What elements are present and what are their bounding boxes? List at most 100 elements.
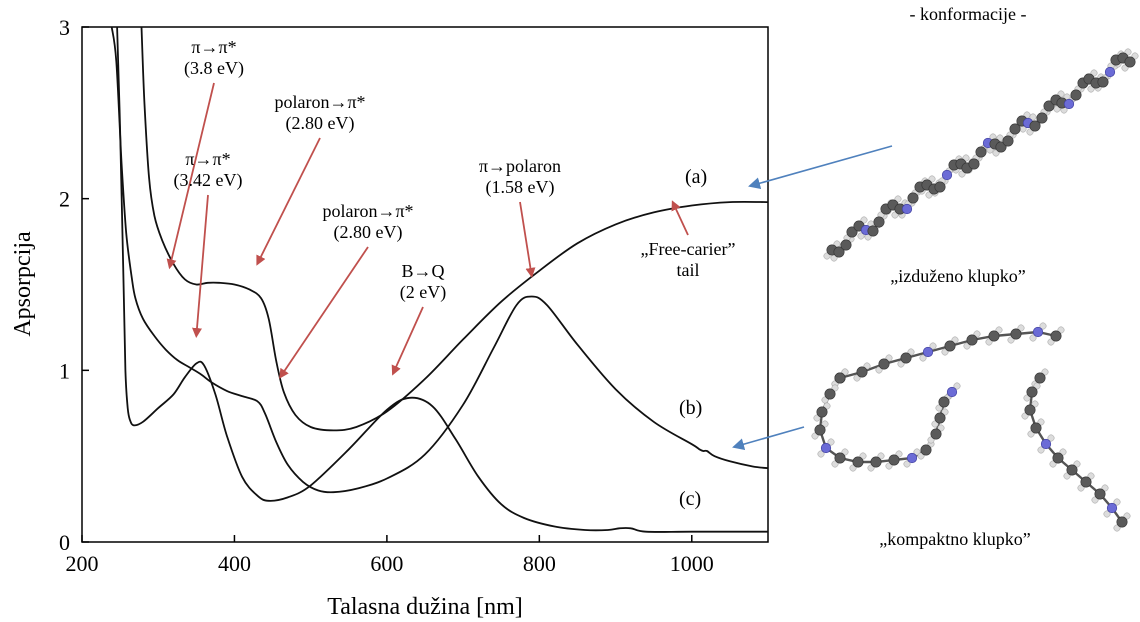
carbon-atom [995,141,1007,153]
carbon-atom [930,428,942,440]
compact-coil-molecule [811,322,1131,532]
nitrogen-atom [1104,66,1116,78]
carbon-atom [1010,328,1022,340]
carbon-atom [873,216,885,228]
hydrogen-atom [811,432,819,440]
carbon-atom [1026,386,1038,398]
x-tick-label: 1000 [670,551,714,576]
hydrogen-atom [1124,48,1132,56]
hydrogen-atom [963,342,971,350]
nitrogen-atom [820,442,832,454]
carbon-atom [1066,464,1078,476]
annotation-arrow [279,246,369,379]
carbon-atom [975,146,987,158]
hydrogen-atom [1087,472,1095,480]
y-tick-label: 0 [59,530,70,555]
annotation-title: B→Q [401,261,444,281]
hydrogen-atom [1063,472,1071,480]
carbon-atom [1050,330,1062,342]
extended-coil-label: „izduženo klupko” [890,266,1025,286]
hydrogen-atom [1029,334,1037,342]
carbon-atom [988,330,1000,342]
carbon-atom [1036,112,1048,124]
hydrogen-atom [817,450,825,458]
hydrogen-atom [827,438,835,446]
carbon-atom [888,454,900,466]
annotation-arrow [166,82,215,270]
hydrogen-atom [1026,128,1034,136]
hydrogen-atom [1090,69,1098,77]
hydrogen-atom [894,195,902,203]
hydrogen-atom [867,464,875,472]
extended-coil-molecule [823,48,1139,262]
carbon-atom [814,424,826,436]
hydrogen-atom [813,414,821,422]
hydrogen-atom [841,448,849,456]
nitrogen-atom [946,386,958,398]
carbon-atom [920,444,932,456]
annotation-title: π→polaron [479,156,561,176]
annotation-arrow [256,137,321,266]
hydrogen-atom [941,408,949,416]
hydrogen-atom [937,424,945,432]
x-tick-label: 400 [218,551,251,576]
nitrogen-atom [922,346,934,358]
hydrogen-atom [1057,90,1065,98]
hydrogen-atom [1131,52,1139,60]
hydrogen-atom [985,338,993,346]
nitrogen-atom [1040,438,1052,450]
hydrogen-atom [1031,400,1039,408]
hydrogen-atom [897,360,905,368]
polymer-backbone [818,377,953,464]
hydrogen-atom [951,336,959,344]
hydrogen-atom [941,348,949,356]
carbon-atom [824,388,836,400]
hydrogen-atom [973,330,981,338]
hydrogen-atom [859,452,867,460]
carbon-atom [867,225,879,237]
annotation-energy: (1.58 eV) [486,177,555,198]
hydrogen-atom [823,402,831,410]
carbon-atom [1052,452,1064,464]
nitrogen-atom [906,452,918,464]
hydrogen-atom [1057,326,1065,334]
carbon-atom [846,226,858,238]
plot-frame [81,26,769,543]
hydrogen-atom [841,368,849,376]
hydrogen-atom [1021,412,1029,420]
hydrogen-atom [1077,484,1085,492]
annotation-energy: (2.80 eV) [286,113,355,134]
hydrogen-atom [1049,460,1057,468]
hydrogen-atom [885,354,893,362]
hydrogen-atom [1053,105,1061,113]
hydrogen-atom [1039,322,1047,330]
hydrogen-atom [1017,324,1025,332]
annotation-title: polaron→π* [322,201,413,221]
hydrogen-atom [1121,64,1129,72]
curve-c [116,26,768,533]
y-axis-title: Apsorpcija [10,231,36,337]
carbon-atom [834,452,846,464]
annotation-title: polaron→π* [274,92,365,112]
hydrogen-atom [917,452,925,460]
curve-label-a: (a) [685,166,707,188]
hydrogen-atom [1123,512,1131,520]
carbon-atom [1034,372,1046,384]
hydrogen-atom [857,232,865,240]
hydrogen-atom [860,216,868,224]
carbon-atom [1124,56,1136,68]
annotation-title: π→π* [191,37,236,57]
carbon-atom [1030,422,1042,434]
carbon-atom [934,181,946,193]
hydrogen-atom [863,362,871,370]
hydrogen-atom [995,326,1003,334]
annotation-energy: (2 eV) [400,282,446,303]
carbon-atom [1009,123,1021,135]
axis-tick-labels: 200 400 600 800 1000 0 1 2 3 [59,15,714,576]
conformations-heading: - konformacije - [910,4,1027,24]
hydrogen-atom [891,211,899,219]
hydrogen-atom [1047,434,1055,442]
carbon-atom [816,406,828,418]
hydrogen-atom [953,382,961,390]
